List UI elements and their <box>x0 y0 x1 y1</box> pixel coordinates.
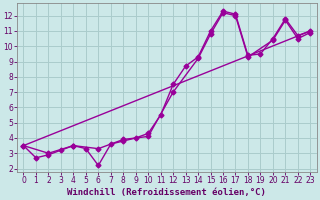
X-axis label: Windchill (Refroidissement éolien,°C): Windchill (Refroidissement éolien,°C) <box>68 188 266 197</box>
